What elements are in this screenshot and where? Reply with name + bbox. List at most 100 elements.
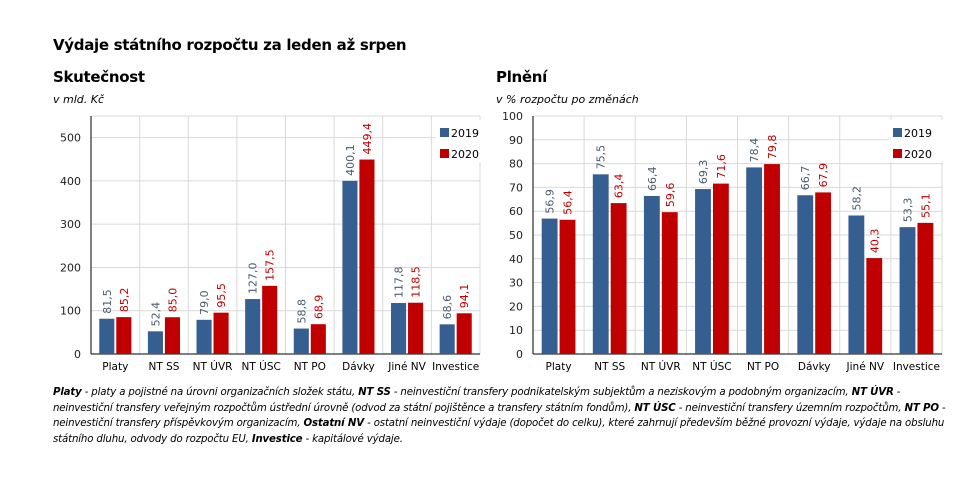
bar-2020: [712, 183, 729, 354]
bar-2019: [342, 180, 358, 354]
data-label-2019: 79,0: [198, 290, 211, 315]
legend-label-2019: 2019: [904, 127, 932, 140]
bar-2020: [310, 324, 326, 354]
y-tick-label: 60: [509, 205, 523, 218]
data-label-2020: 449,4: [361, 123, 374, 155]
bar-2019: [245, 299, 261, 354]
bar-2020: [917, 222, 934, 354]
bar-2020: [610, 203, 627, 354]
page-title: Výdaje státního rozpočtu za leden až srp…: [53, 36, 407, 54]
bar-2019: [899, 227, 916, 354]
data-label-2020: 56,4: [562, 190, 575, 215]
y-tick-label: 80: [509, 158, 523, 171]
legend-label-2019: 2019: [451, 127, 479, 140]
x-tick-label: NT ÚVR: [193, 360, 233, 373]
footnote-term: NT ÚVR: [851, 387, 894, 398]
data-label-2020: 55,1: [919, 193, 932, 218]
data-label-2019: 52,4: [149, 302, 162, 327]
x-tick-label: NT ÚVR: [641, 360, 681, 373]
data-label-2020: 85,2: [118, 288, 131, 313]
data-label-2019: 127,0: [247, 263, 260, 295]
footnote-definition: - neinvestiční transfery podnikatelským …: [390, 387, 852, 398]
chart-title-skutecnost: Skutečnost: [53, 68, 145, 86]
y-tick-label: 300: [60, 218, 81, 231]
data-label-2019: 69,3: [697, 160, 710, 185]
bar-2020: [408, 302, 424, 354]
x-tick-label: Dávky: [342, 361, 375, 373]
bar-2020: [213, 312, 229, 354]
chart-title-plneni: Plnění: [496, 68, 548, 86]
footnote-definition: - platy a pojistné na úrovni organizační…: [81, 387, 359, 398]
x-tick-label: NT PO: [294, 361, 326, 373]
y-tick-label: 0: [74, 348, 81, 361]
data-label-2019: 81,5: [101, 289, 114, 314]
y-tick-label: 10: [509, 324, 523, 337]
data-label-2020: 94,1: [458, 284, 471, 309]
y-tick-label: 70: [509, 181, 523, 194]
legend-swatch-2020: [440, 149, 449, 158]
chart-subtitle-plneni: v % rozpočtu po změnách: [496, 93, 639, 106]
x-tick-label: Jiné NV: [846, 361, 885, 373]
bar-2020: [661, 212, 678, 354]
footnote: Platy - platy a pojistné na úrovni organ…: [53, 385, 953, 447]
footnote-definition: - neinvestiční transfery veřejným rozpoč…: [53, 387, 901, 414]
footnote-term: Ostatní NV: [303, 418, 365, 429]
bar-2019: [592, 174, 609, 354]
y-tick-label: 400: [60, 175, 81, 188]
x-tick-label: NT ÚSC: [692, 360, 731, 373]
chart-subtitle-skutecnost: v mld. Kč: [53, 93, 105, 106]
footnote-definition: - neinvestiční transfery územním rozpočt…: [675, 402, 905, 414]
legend-swatch-2019: [440, 128, 449, 137]
bar-2020: [815, 192, 832, 354]
y-tick-label: 40: [509, 253, 523, 266]
x-tick-label: Investice: [893, 361, 940, 373]
bar-2020: [456, 313, 472, 354]
footnote-definition: - ostatní neinvestiční výdaje (dopočet d…: [53, 418, 945, 445]
x-tick-label: Platy: [102, 361, 128, 373]
bar-2019: [643, 195, 660, 354]
bar-2019: [196, 319, 212, 354]
x-tick-label: Platy: [546, 361, 572, 373]
bar-2019: [695, 189, 711, 354]
footnote-definition: - kapitálové výdaje.: [302, 433, 403, 445]
data-label-2019: 58,2: [850, 186, 863, 211]
legend-label-2020: 2020: [904, 148, 932, 161]
y-tick-label: 100: [60, 305, 81, 318]
bar-2020: [164, 317, 180, 354]
footnote-term: NT SS: [358, 387, 391, 398]
x-tick-label: NT ÚSC: [242, 360, 281, 373]
data-label-2019: 400,1: [344, 144, 357, 176]
y-tick-label: 90: [509, 134, 523, 147]
x-tick-label: Dávky: [798, 361, 831, 373]
legend-swatch-2020: [893, 149, 902, 158]
legend-label-2020: 2020: [451, 148, 479, 161]
data-label-2019: 66,7: [799, 166, 812, 191]
data-label-2020: 59,6: [664, 183, 677, 208]
footnote-term: NT PO: [904, 402, 939, 414]
data-label-2019: 58,8: [295, 299, 308, 324]
footnote-term: NT ÚSC: [634, 402, 676, 414]
data-label-2020: 85,0: [166, 288, 179, 313]
data-label-2020: 68,9: [312, 295, 325, 320]
y-tick-label: 500: [60, 132, 81, 145]
bar-2020: [559, 219, 576, 354]
y-tick-label: 0: [516, 348, 523, 361]
footnote-term: Platy: [53, 387, 82, 398]
bar-2019: [99, 318, 115, 354]
data-label-2020: 67,9: [817, 163, 830, 188]
data-label-2020: 79,8: [766, 135, 779, 160]
bar-2019: [391, 303, 407, 354]
bar-2020: [116, 317, 132, 354]
data-label-2019: 75,5: [595, 145, 608, 170]
x-tick-label: NT PO: [747, 361, 779, 373]
y-tick-label: 50: [509, 229, 523, 242]
data-label-2020: 40,3: [868, 229, 881, 254]
legend-swatch-2019: [893, 128, 902, 137]
data-label-2019: 56,9: [544, 189, 557, 214]
bar-2020: [262, 285, 278, 354]
footnote-definition: - neinvestiční transfery příspěvkovým or…: [53, 402, 946, 430]
data-label-2020: 71,6: [715, 154, 728, 179]
x-tick-label: NT SS: [594, 361, 625, 373]
footnote-term: Investice: [251, 433, 303, 445]
data-label-2019: 68,6: [441, 295, 454, 320]
